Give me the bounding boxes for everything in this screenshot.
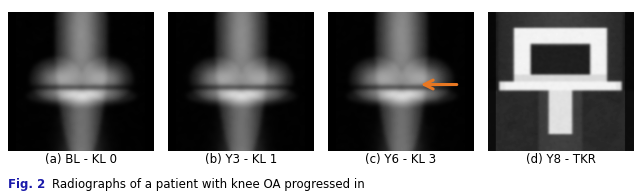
Text: (b) Y3 - KL 1: (b) Y3 - KL 1	[205, 153, 276, 166]
Text: Fig. 2: Fig. 2	[8, 178, 45, 191]
Text: (a) BL - KL 0: (a) BL - KL 0	[45, 153, 116, 166]
Text: Radiographs of a patient with knee OA progressed in: Radiographs of a patient with knee OA pr…	[52, 178, 365, 191]
Text: (d) Y8 - TKR: (d) Y8 - TKR	[525, 153, 596, 166]
Text: (c) Y6 - KL 3: (c) Y6 - KL 3	[365, 153, 436, 166]
